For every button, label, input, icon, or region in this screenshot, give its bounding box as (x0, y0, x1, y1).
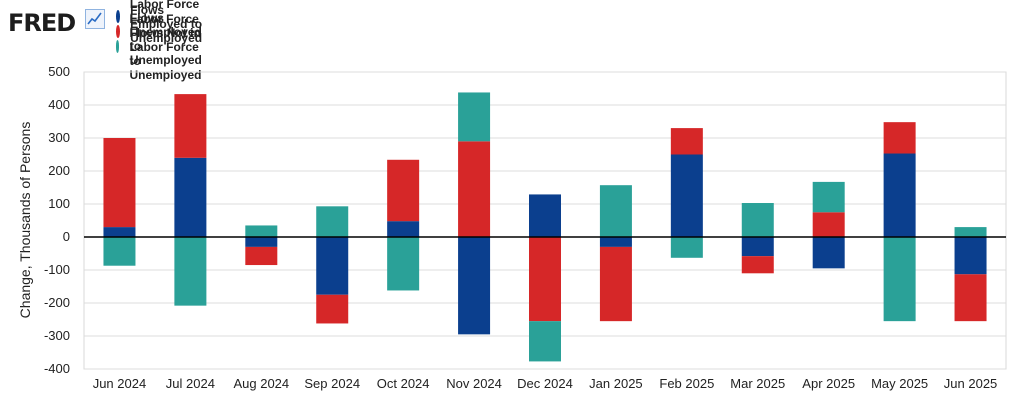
bar-segment (599, 246, 632, 322)
bar-segment (599, 237, 632, 247)
bar-segment (387, 237, 420, 291)
y-tick-label: 100 (48, 196, 70, 211)
x-tick-label: Mar 2025 (730, 376, 785, 391)
legend-swatch (116, 40, 120, 53)
x-tick-label: Oct 2024 (377, 376, 430, 391)
y-tick-label: 0 (63, 229, 70, 244)
bar-segment (316, 206, 349, 237)
y-tick-label: -400 (44, 361, 70, 376)
y-tick-label: 500 (48, 64, 70, 79)
y-tick-label: -100 (44, 262, 70, 277)
x-tick-label: Jun 2025 (944, 376, 998, 391)
legend-item: Labor Force Flows Employed to Unemployed (116, 0, 211, 45)
legend-label: Labor Force Flows Unemployed to Unemploy… (129, 0, 202, 67)
legend-item: Labor Force Flows Unemployed to Unemploy… (116, 0, 211, 67)
bar-segment (387, 221, 420, 237)
x-tick-label: Aug 2024 (233, 376, 289, 391)
fred-logo: FRED (8, 9, 76, 37)
bar-segment (387, 159, 420, 222)
x-tick-label: Feb 2025 (659, 376, 714, 391)
axes: 500 400 300 200 100 0 -100 -200 -300 -400 Jun 2024… (44, 64, 1006, 391)
legend-swatch (116, 10, 121, 23)
bar-segment (529, 321, 561, 362)
legend: Labor Force Flows Employed to Unemployed… (116, 0, 211, 82)
legend-swatch (116, 25, 120, 38)
bar-segment (316, 294, 349, 324)
x-tick-label: Jul 2024 (166, 376, 215, 391)
y-tick-label: 400 (48, 97, 70, 112)
bar-segment (174, 157, 207, 237)
bar-segment (954, 227, 987, 237)
y-tick-label: -300 (44, 328, 70, 343)
line-chart-icon (85, 9, 105, 29)
bar-segment (103, 237, 136, 266)
bar-segment (741, 203, 774, 237)
bar-segment (458, 141, 491, 237)
bar-segment (812, 181, 845, 213)
bar-segment (670, 237, 703, 258)
bar-segment (741, 237, 774, 257)
legend-label: Labor Force Flows Employed to Unemployed (130, 0, 203, 45)
y-axis-label: Change, Thousands of Persons (17, 122, 33, 319)
x-tick-label: May 2025 (871, 376, 928, 391)
bar-segment (245, 246, 278, 266)
legend-item: Labor Force Flows Not in Labor Force to … (116, 12, 211, 82)
bar-segment (316, 237, 349, 295)
x-tick-label: Jun 2024 (93, 376, 147, 391)
gridlines (83, 71, 1007, 370)
x-tick-label: Apr 2025 (802, 376, 855, 391)
bar-segment (174, 94, 207, 158)
bar-segment (458, 92, 491, 142)
bar-segment (174, 237, 207, 306)
bar-segment (245, 237, 278, 247)
bar-segment (103, 138, 136, 228)
bar-segment (954, 237, 987, 275)
bar-segment (954, 274, 987, 322)
y-tick-label: 300 (48, 130, 70, 145)
bar-segment (599, 185, 632, 237)
bar-segment (670, 154, 703, 237)
bars (103, 92, 987, 362)
y-tick-label: -200 (44, 295, 70, 310)
x-tick-label: Nov 2024 (446, 376, 502, 391)
bar-segment (812, 212, 845, 237)
bar-segment (529, 237, 561, 322)
x-tick-label: Dec 2024 (517, 376, 573, 391)
x-tick-label: Sep 2024 (304, 376, 360, 391)
bar-segment (883, 122, 916, 154)
bar-segment (741, 256, 774, 274)
bar-segment (812, 237, 845, 269)
y-tick-label: 200 (48, 163, 70, 178)
bar-segment (883, 237, 916, 322)
bar-segment (670, 128, 703, 155)
bar-segment (103, 227, 136, 237)
legend-label: Labor Force Flows Not in Labor Force to … (129, 11, 202, 82)
bar-segment (529, 194, 561, 237)
bar-segment (458, 237, 491, 335)
x-tick-label: Jan 2025 (589, 376, 643, 391)
bar-segment (245, 225, 278, 237)
bar-segment (883, 153, 916, 237)
